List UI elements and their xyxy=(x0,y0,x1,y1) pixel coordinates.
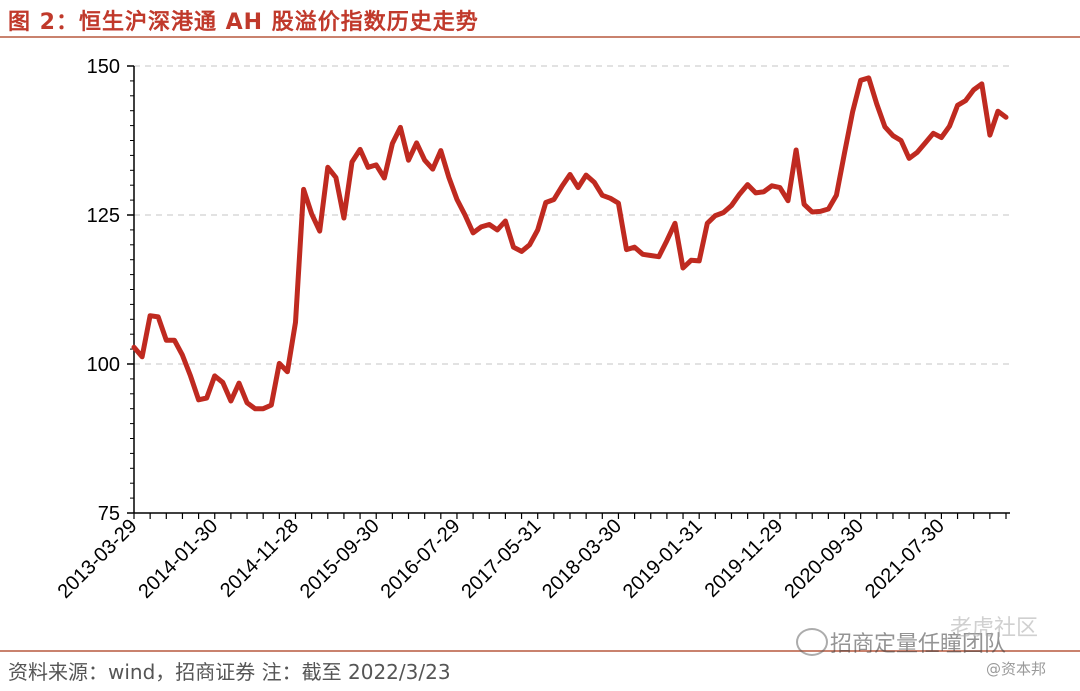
x-tick-label: 2019-11-29 xyxy=(701,515,788,602)
x-tick-label: 2020-09-30 xyxy=(780,515,868,603)
x-tick-label: 2018-03-30 xyxy=(538,515,626,603)
x-tick-label: 2019-01-31 xyxy=(619,515,707,603)
axis-layer: 75 100 125 150 2013-03-292014-01-302014-11-2… xyxy=(54,56,1010,603)
x-tick-label: 2015-09-30 xyxy=(296,515,384,603)
x-tick-label: 2016-07-29 xyxy=(377,515,465,603)
watermark-user: @资本邦 xyxy=(986,660,1047,678)
y-tick-label: 75 xyxy=(98,503,120,525)
y-tick-label: 125 xyxy=(87,205,120,227)
y-tick-label: 150 xyxy=(87,56,120,78)
x-tick-label: 2013-03-29 xyxy=(54,515,142,603)
series-line-ah-premium-index xyxy=(131,75,1009,412)
wechat-icon xyxy=(796,628,828,656)
title-rule xyxy=(0,36,1080,38)
footer-rule xyxy=(0,650,1080,652)
figure-title: 图 2：恒生沪深港通 AH 股溢价指数历史走势 xyxy=(8,10,479,35)
line-chart: 75 100 125 150 2013-03-292014-01-302014-11-2… xyxy=(54,56,1010,603)
source-note: 资料来源：wind，招商证券 注：截至 2022/3/23 xyxy=(8,660,451,684)
series-layer xyxy=(131,75,1009,412)
x-tick-label: 2021-07-30 xyxy=(861,515,949,603)
x-tick-label: 2014-01-30 xyxy=(134,515,222,603)
x-tick-label: 2017-05-31 xyxy=(457,515,545,603)
watermark-brand: 招商定量任瞳团队 xyxy=(830,632,1007,657)
x-tick-label: 2014-11-28 xyxy=(216,515,303,602)
y-tick-label: 100 xyxy=(87,354,120,376)
watermark-community: 老虎社区 xyxy=(950,616,1039,641)
